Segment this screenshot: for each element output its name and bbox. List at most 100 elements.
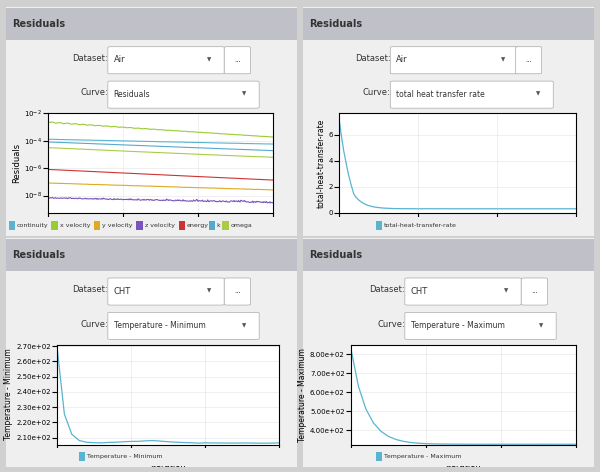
z velocity xyxy=(269,200,277,205)
Y-axis label: Residuals: Residuals xyxy=(12,143,21,184)
continuity xyxy=(269,141,277,147)
Line: y velocity: y velocity xyxy=(48,183,273,190)
Text: Residuals: Residuals xyxy=(12,19,65,29)
FancyBboxPatch shape xyxy=(405,278,521,305)
FancyBboxPatch shape xyxy=(405,312,556,339)
Line: energy: energy xyxy=(48,169,273,180)
y velocity xyxy=(199,185,206,191)
energy xyxy=(221,175,229,181)
Line: x velocity: x velocity xyxy=(48,122,273,137)
k xyxy=(143,143,150,149)
Text: Dataset:: Dataset: xyxy=(72,54,108,63)
omega xyxy=(143,149,150,155)
Text: ▼: ▼ xyxy=(207,58,211,62)
omega xyxy=(269,154,277,160)
energy xyxy=(198,174,205,179)
Text: Curve:: Curve: xyxy=(377,320,405,329)
FancyBboxPatch shape xyxy=(521,278,547,305)
Text: Curve:: Curve: xyxy=(80,320,108,329)
Text: Dataset:: Dataset: xyxy=(355,54,391,63)
continuity xyxy=(253,141,260,146)
continuity xyxy=(143,139,150,144)
x velocity xyxy=(44,120,52,126)
k xyxy=(253,147,260,153)
FancyBboxPatch shape xyxy=(108,312,259,339)
z velocity xyxy=(44,195,52,201)
y velocity xyxy=(45,180,52,186)
FancyBboxPatch shape xyxy=(224,278,250,305)
Text: Temperature - Maximum: Temperature - Maximum xyxy=(384,455,461,459)
omega xyxy=(234,153,241,159)
Text: Residuals: Residuals xyxy=(12,250,65,261)
Text: ▼: ▼ xyxy=(504,289,508,294)
Text: ...: ... xyxy=(234,288,241,294)
z velocity xyxy=(235,198,242,203)
k xyxy=(135,143,142,148)
Text: k: k xyxy=(217,223,220,228)
x velocity xyxy=(136,126,143,131)
x velocity xyxy=(235,132,242,138)
Text: ▼: ▼ xyxy=(501,58,505,62)
Text: energy: energy xyxy=(187,223,209,228)
continuity xyxy=(198,140,205,145)
x velocity xyxy=(222,131,229,137)
y velocity xyxy=(235,186,242,192)
omega xyxy=(221,152,229,158)
k xyxy=(269,148,277,153)
Text: omega: omega xyxy=(230,223,252,228)
y velocity xyxy=(254,186,261,192)
y velocity xyxy=(143,183,151,189)
Text: y velocity: y velocity xyxy=(102,223,133,228)
Text: Residuals: Residuals xyxy=(113,90,150,99)
omega xyxy=(253,154,260,160)
FancyBboxPatch shape xyxy=(108,278,224,305)
Text: CHT: CHT xyxy=(410,287,428,295)
Bar xyxy=(376,221,382,230)
omega xyxy=(198,152,205,157)
z velocity xyxy=(254,199,261,205)
y velocity xyxy=(136,183,143,189)
Text: z velocity: z velocity xyxy=(145,223,175,228)
Bar xyxy=(179,221,185,230)
energy xyxy=(269,177,277,183)
Text: ▼: ▼ xyxy=(539,323,543,328)
FancyBboxPatch shape xyxy=(224,47,250,74)
z velocity xyxy=(136,197,143,203)
k xyxy=(221,146,229,152)
FancyBboxPatch shape xyxy=(108,47,224,74)
Text: Temperature - Minimum: Temperature - Minimum xyxy=(87,455,163,459)
Bar xyxy=(376,452,382,462)
Text: ...: ... xyxy=(234,57,241,63)
X-axis label: Iteration: Iteration xyxy=(143,228,178,237)
Text: total-heat-transfer-rate: total-heat-transfer-rate xyxy=(384,223,457,228)
Text: x velocity: x velocity xyxy=(59,223,90,228)
Bar xyxy=(52,221,58,230)
Text: ▼: ▼ xyxy=(536,92,540,97)
omega xyxy=(135,149,142,154)
Y-axis label: Temperature - Minimum: Temperature - Minimum xyxy=(4,349,13,440)
k xyxy=(234,146,241,152)
Text: CHT: CHT xyxy=(113,287,131,295)
k xyxy=(44,139,52,145)
z velocity xyxy=(222,199,229,204)
Line: z velocity: z velocity xyxy=(48,197,273,203)
FancyBboxPatch shape xyxy=(391,81,553,108)
x velocity xyxy=(269,134,277,140)
FancyBboxPatch shape xyxy=(515,47,542,74)
continuity xyxy=(135,138,142,144)
FancyBboxPatch shape xyxy=(108,81,259,108)
x velocity xyxy=(199,130,206,135)
continuity xyxy=(234,141,241,146)
energy xyxy=(135,171,142,177)
Text: Temperature - Minimum: Temperature - Minimum xyxy=(113,321,205,330)
Line: k: k xyxy=(48,142,273,151)
FancyBboxPatch shape xyxy=(391,47,518,74)
y velocity xyxy=(44,180,52,186)
Text: ▼: ▼ xyxy=(242,323,246,328)
Bar xyxy=(94,221,100,230)
Y-axis label: Temperature - Maximum: Temperature - Maximum xyxy=(298,348,307,441)
Text: ▼: ▼ xyxy=(207,289,211,294)
y velocity xyxy=(269,187,277,193)
energy xyxy=(44,167,52,172)
X-axis label: Iteration: Iteration xyxy=(150,460,186,469)
